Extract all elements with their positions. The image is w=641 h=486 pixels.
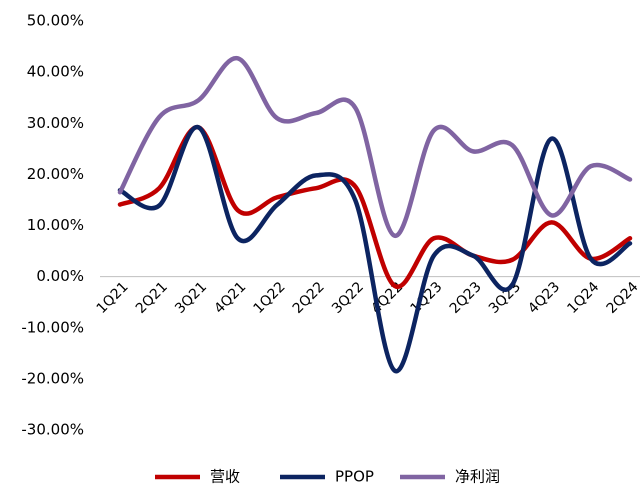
x-tick-label: 3Q21 (172, 279, 210, 317)
y-tick-label: -10.00% (21, 318, 84, 336)
line-series (117, 125, 633, 374)
legend-label: PPOP (335, 468, 374, 486)
legend-label: 营收 (210, 468, 240, 486)
y-tick-label: 30.00% (27, 114, 84, 132)
legend-label: 净利润 (455, 468, 500, 486)
line-series (117, 125, 633, 289)
x-tick-label: 3Q23 (486, 279, 524, 317)
y-tick-label: 20.00% (27, 165, 84, 183)
x-tick-label: 1Q24 (564, 279, 602, 317)
x-tick-label: 2Q21 (133, 279, 171, 317)
y-tick-label: 40.00% (27, 63, 84, 81)
y-tick-label: -30.00% (21, 421, 84, 439)
x-tick-label: 1Q21 (94, 279, 132, 317)
x-tick-label: 1Q23 (407, 279, 445, 317)
x-tick-label: 3Q22 (329, 279, 367, 317)
line-series (117, 56, 633, 238)
x-tick-label: 1Q22 (251, 279, 289, 317)
x-tick-label: 4Q23 (525, 279, 563, 317)
x-tick-label: 2Q23 (447, 279, 485, 317)
x-tick-label: 4Q21 (211, 279, 249, 317)
y-tick-label: 50.00% (27, 12, 84, 30)
y-tick-label: 10.00% (27, 216, 84, 234)
y-tick-label: -20.00% (21, 369, 84, 387)
y-tick-label: 0.00% (36, 267, 84, 285)
x-tick-label: 2Q22 (290, 279, 328, 317)
x-tick-label: 2Q24 (604, 279, 641, 317)
